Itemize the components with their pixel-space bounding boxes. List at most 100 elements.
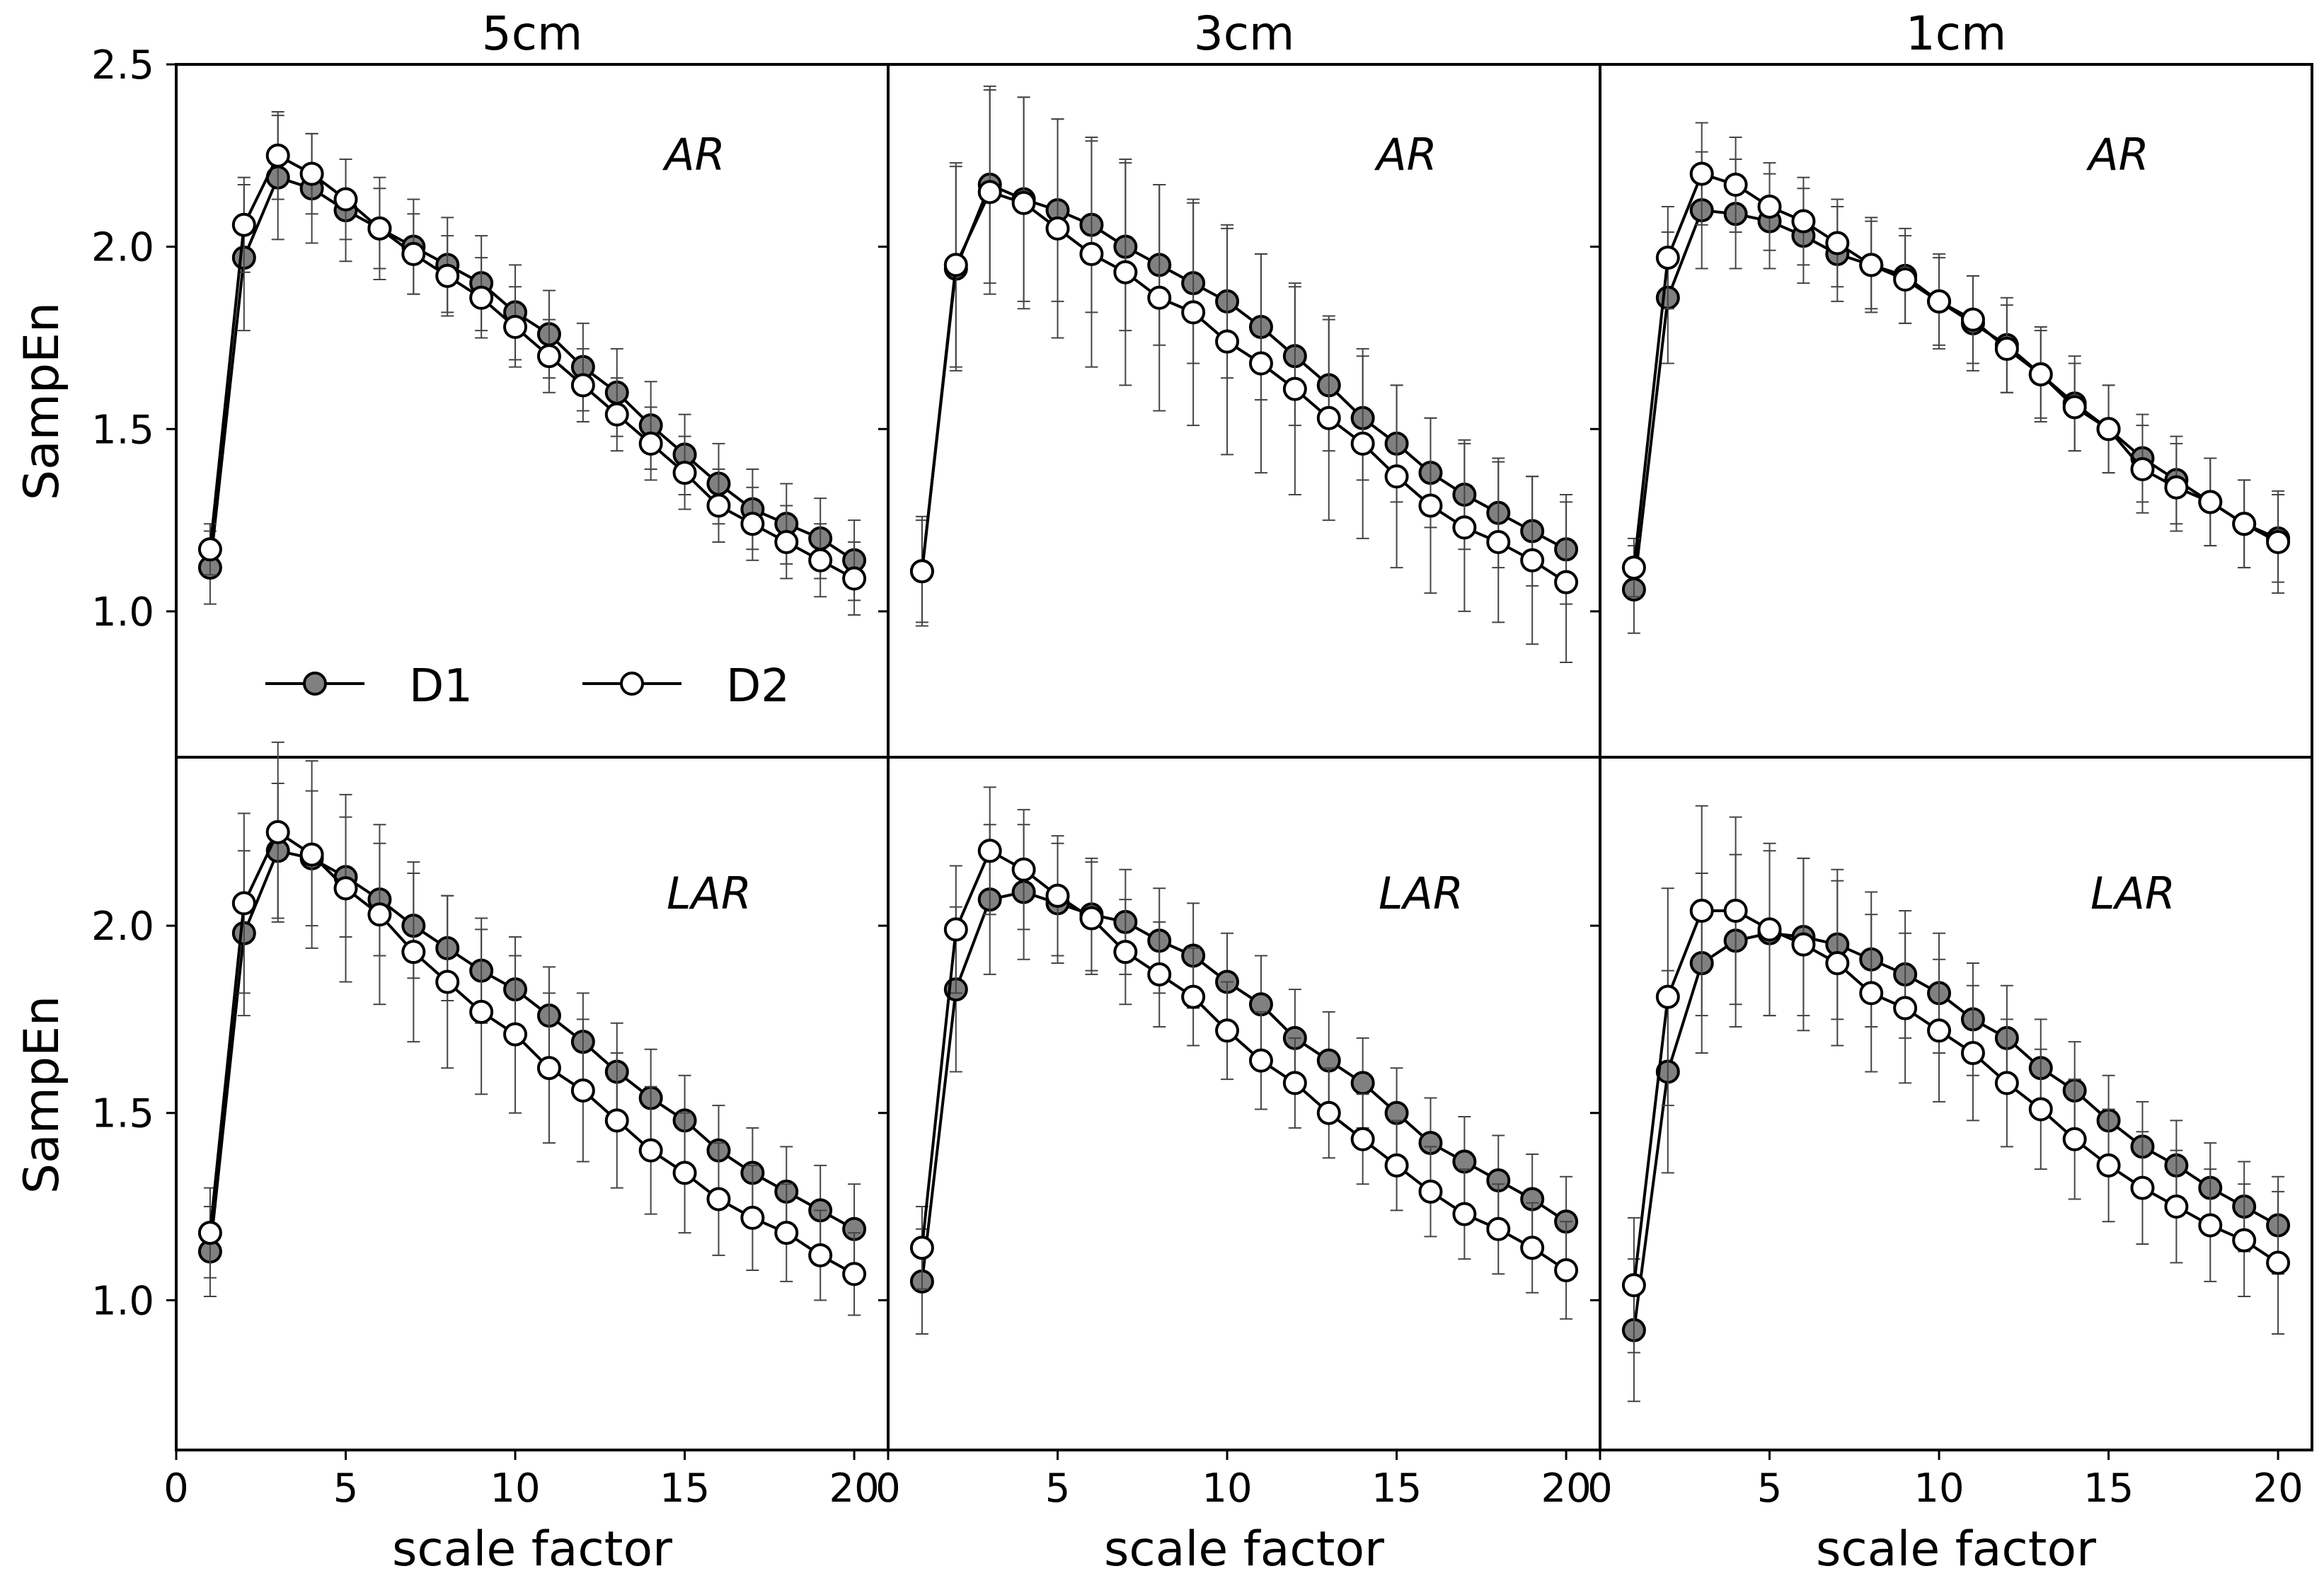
errorbars-d2: [1627, 805, 2285, 1354]
panel-1cm-ar: [1599, 63, 2313, 759]
marker-d2-x11: [1960, 307, 1985, 332]
marker-d2-x15: [1384, 1153, 1409, 1178]
marker-d2-x20: [2266, 1250, 2291, 1275]
series-d2: [909, 786, 1579, 1320]
marker-d2-x14: [1350, 1127, 1375, 1151]
series-d1: [197, 783, 867, 1298]
series-d1: [909, 85, 1579, 627]
marker-d2-x16: [706, 493, 731, 518]
marker-d2-x4: [1723, 898, 1748, 923]
marker-d2-x11: [1248, 1048, 1273, 1073]
marker-d2-x11: [536, 1056, 561, 1081]
marker-d2-x9: [1893, 267, 1918, 292]
marker-d2-x13: [1316, 1100, 1341, 1125]
marker-d2-x18: [1486, 1216, 1511, 1241]
marker-d2-x20: [842, 566, 867, 591]
marker-d2-x14: [2062, 1127, 2087, 1151]
marker-d2-x4: [1723, 173, 1748, 197]
markers-d1: [197, 165, 867, 580]
marker-d2-x15: [2096, 1153, 2121, 1178]
marker-d2-x2: [943, 253, 968, 277]
marker-d2-x8: [1147, 962, 1172, 986]
x-axis-label-col-1: scale factor: [392, 1521, 672, 1577]
series-line-d2: [1632, 172, 2279, 568]
y-axis-label-bottom: SampEn: [14, 996, 70, 1194]
marker-d2-x19: [1520, 548, 1545, 573]
marker-d2-x7: [1825, 231, 1850, 255]
x-tick-label-5cm-15: 15: [660, 1466, 710, 1512]
marker-d2-x16: [2130, 1175, 2155, 1200]
y-tick-label-lar-2: 2.0: [91, 904, 154, 950]
marker-d2-x3: [265, 819, 290, 844]
marker-d2-x5: [333, 187, 358, 212]
marker-d2-x8: [435, 263, 460, 288]
markers-d1: [909, 173, 1579, 584]
marker-d2-x15: [2096, 417, 2121, 442]
marker-d2-x18: [774, 1221, 799, 1245]
x-tick-label-1cm-10: 10: [1914, 1466, 1964, 1512]
markers-d2: [197, 143, 867, 591]
marker-d2-x16: [706, 1187, 731, 1212]
y-tick-label-ar-1.5: 1.5: [91, 407, 154, 453]
marker-d2-x16: [1418, 493, 1443, 518]
series-d2: [1621, 122, 2291, 598]
series-d1: [1621, 151, 2291, 634]
marker-d2-x20: [1554, 1258, 1579, 1282]
markers-d1: [909, 880, 1579, 1294]
marker-d2-x11: [536, 344, 561, 369]
panel-label-1cm-ar: AR: [2086, 129, 2149, 180]
marker-d2-x6: [1079, 241, 1104, 266]
marker-d2-x16: [1418, 1179, 1443, 1204]
marker-d2-x10: [1927, 289, 1952, 313]
marker-d2-x20: [2266, 529, 2291, 554]
marker-d2-x8: [1859, 253, 1884, 277]
marker-d2-x12: [1282, 376, 1307, 401]
legend-marker-d1: [303, 672, 327, 696]
marker-d2-x7: [401, 940, 426, 965]
marker-d2-x18: [2198, 490, 2223, 514]
legend-marker-d2: [620, 672, 644, 696]
marker-d2-x3: [265, 143, 290, 168]
marker-d2-x17: [2164, 475, 2189, 500]
marker-d2-x7: [1113, 260, 1138, 284]
markers-d2: [1621, 898, 2291, 1298]
marker-d2-x12: [1994, 1071, 2019, 1095]
marker-d2-x10: [1215, 1018, 1240, 1043]
panel-1cm-lar: [1599, 756, 2313, 1451]
panel-3cm-ar: [887, 63, 1601, 759]
marker-d2-x18: [1486, 529, 1511, 554]
series-d2: [909, 89, 1579, 664]
x-tick-label-3cm-15: 15: [1371, 1466, 1422, 1512]
marker-d2-x8: [435, 970, 460, 994]
marker-d2-x18: [774, 529, 799, 554]
panel-label-3cm-ar: AR: [1374, 129, 1437, 180]
markers-d2: [909, 180, 1579, 594]
marker-d2-x4: [1011, 190, 1036, 215]
marker-d2-x1: [909, 559, 934, 584]
marker-d2-x9: [469, 999, 494, 1024]
errorbars-d1: [915, 824, 1573, 1335]
marker-d2-x5: [333, 876, 358, 901]
x-tick-label-5cm-0: 0: [163, 1466, 189, 1512]
x-tick-label-3cm-0: 0: [875, 1466, 901, 1512]
marker-d2-x14: [638, 1138, 663, 1163]
y-tick-label-ar-2.5: 2.5: [91, 42, 154, 88]
column-title-3cm: 3cm: [1194, 6, 1295, 61]
marker-d2-x9: [1181, 300, 1206, 325]
panel-label-3cm-lar: LAR: [1379, 868, 1463, 919]
marker-d2-x7: [1825, 951, 1850, 976]
marker-d2-x18: [2198, 1213, 2223, 1238]
marker-d2-x11: [1960, 1041, 1985, 1066]
marker-d2-x4: [299, 161, 324, 186]
x-axis-label-col-2: scale factor: [1104, 1521, 1384, 1577]
marker-d2-x17: [740, 512, 765, 536]
x-tick-label-1cm-0: 0: [1587, 1466, 1613, 1512]
panel-label-1cm-lar: LAR: [2090, 868, 2175, 919]
x-tick-label-5cm-10: 10: [490, 1466, 540, 1512]
marker-d2-x8: [1147, 285, 1172, 310]
marker-d2-x12: [570, 373, 595, 398]
marker-d2-x10: [1927, 1018, 1952, 1043]
errorbars-d2: [203, 741, 861, 1316]
marker-d2-x9: [1893, 996, 1918, 1020]
marker-d2-x19: [808, 1243, 833, 1267]
